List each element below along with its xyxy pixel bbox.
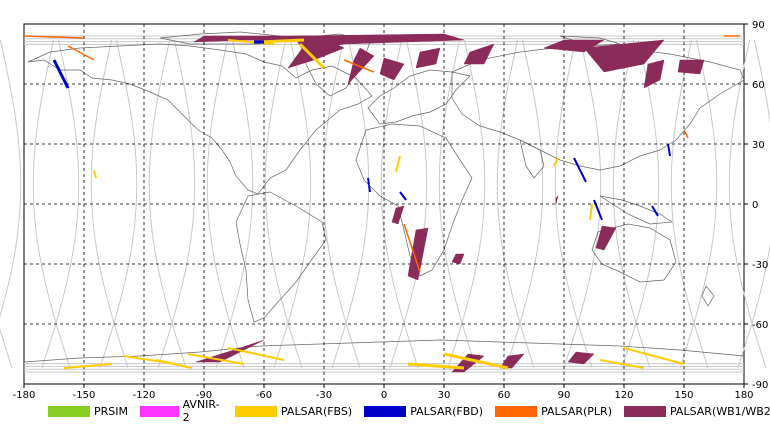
coverage-strip [93,169,97,179]
y-tick-label: -30 [752,260,768,271]
x-tick-label: -90 [196,390,212,401]
legend-label: PALSAR(PLR) [541,404,612,418]
orbit-track [621,39,660,369]
orbit-track [148,39,187,369]
orbit-track [32,39,71,369]
x-tick-label: -120 [133,390,156,401]
y-tick-label: -60 [752,320,768,331]
coverage-strip [399,191,407,201]
coverage-strip [593,199,603,221]
coverage-swath [643,59,665,89]
coverage-strip [343,59,375,73]
legend-item: PRSIM [48,405,128,418]
coverage-swath [407,227,429,281]
legend-label: AVNIR-2 [182,398,220,424]
legend-swatch [364,405,407,417]
legend-swatch [235,405,277,417]
coverage-strip [67,45,95,61]
orbit-track [380,39,419,369]
orbit-track [273,39,312,369]
coverage-swath [293,33,465,53]
coverage-strip [52,59,70,89]
legend-swatch [624,405,666,417]
x-tick-label: -30 [316,390,332,401]
orbit-track [99,39,138,369]
coverage-swath [567,351,595,365]
coverage-strip [599,359,645,369]
coverage-strip [683,129,689,139]
y-tick-label: 0 [752,200,758,211]
legend-item: PALSAR(WB1/WB2) [624,405,770,418]
x-tick-label: 120 [614,390,633,401]
coverage-strip [298,42,326,70]
legend-label: PALSAR(WB1/WB2) [670,404,770,418]
coverage-strip [395,155,401,173]
y-tick-label: 60 [752,80,765,91]
y-tick-label: 30 [752,140,765,151]
legend-label: PRSIM [94,404,128,418]
orbit-track [496,39,535,369]
coverage-swath [595,225,617,251]
coverage-strip [227,347,285,361]
x-tick-label: 60 [498,390,511,401]
coverage-strip [63,363,113,369]
lat-lon-grid [24,24,744,384]
orbit-track [206,39,245,369]
coverage-swath [555,195,559,205]
coverage-strip [23,35,85,39]
legend-item: PALSAR(FBS) [235,405,352,418]
x-tick-label: 0 [381,390,387,401]
legend: PRSIM AVNIR-2 PALSAR(FBS) PALSAR(FBD) PALSAR… [48,398,770,424]
x-tick-label: 150 [674,390,693,401]
legend-swatch [495,405,538,417]
orbit-track [737,39,770,369]
latitude-tick-labels: 90 60 30 0 -30 -60 -90 [744,20,768,391]
coverage-strip [667,143,671,157]
coverage-swath [391,205,405,225]
coverage-strip [651,205,659,217]
coverage-strip [367,177,371,193]
coverage-strip [227,39,275,45]
coverage-swath [415,47,441,69]
x-tick-label: 30 [438,390,451,401]
y-tick-label: 90 [752,20,765,31]
coverage-strip [407,362,465,370]
coverage-swath [463,43,495,65]
legend-item: PALSAR(FBD) [364,405,483,418]
coverage-swath [451,253,465,265]
x-tick-label: -180 [13,390,36,401]
legend-item: PALSAR(PLR) [495,405,612,418]
x-tick-label: 90 [558,390,571,401]
legend-label: PALSAR(FBD) [410,404,484,418]
coverage-swath [583,39,665,73]
legend-swatch [48,405,90,417]
coverage-swath [379,57,405,81]
y-tick-label: -90 [752,380,768,391]
coverage-strip [623,347,685,365]
coverage-strip [403,223,421,273]
coverage-strip [589,203,593,221]
orbit-track [728,39,767,369]
coverage-strip [259,38,305,44]
legend-item: AVNIR-2 [140,398,223,424]
coverage-strip [123,355,177,365]
orbit-track [447,39,486,369]
coverage-strip [443,352,509,370]
longitude-tick-labels: -180 -150 -120 -90 -60 -30 0 30 60 90 120 150 180 [13,384,754,401]
x-tick-label: 180 [734,390,753,401]
coverage-swaths [23,33,740,373]
coverage-strip [573,157,587,183]
legend-label: PALSAR(FBS) [281,404,353,418]
x-tick-label: -150 [73,390,96,401]
orbit-track [0,39,22,318]
x-tick-label: -60 [256,390,272,401]
orbit-track [670,39,709,369]
coverage-strip [187,353,245,365]
coverage-strip [553,157,559,167]
coverage-swath [677,59,705,75]
legend-swatch [140,405,179,417]
